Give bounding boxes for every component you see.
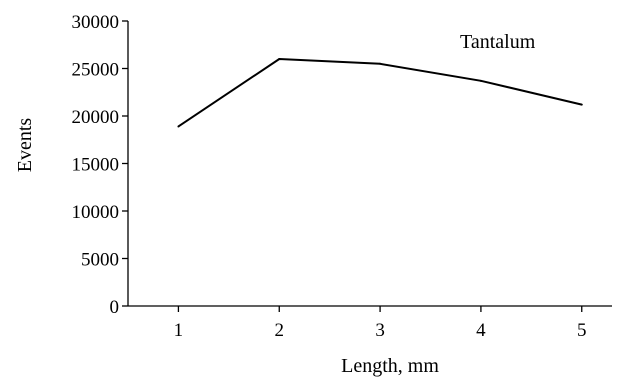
x-tick-label: 4 [476,320,486,341]
x-tick-label: 2 [275,320,285,341]
data-point [278,58,281,60]
x-axis-label: Length, mm [341,355,439,377]
y-tick-label: 0 [110,297,120,318]
data-point [379,62,382,65]
x-tick-label: 3 [375,320,385,341]
x-tick-label: 1 [174,320,184,341]
y-tick-label: 10000 [72,202,120,223]
y-tick-label: 30000 [72,12,120,33]
annotation-label: Tantalum [460,31,536,53]
data-point [177,125,180,128]
data-point [479,79,482,82]
y-axis-label: Events [14,118,36,173]
y-ticks: 0 5000 10000 15000 20000 25000 30000 [72,12,128,318]
series [177,58,583,128]
x-tick-label: 5 [577,320,587,341]
series-line [177,58,583,128]
y-tick-label: 25000 [72,60,120,81]
y-tick-label: 20000 [72,107,120,128]
y-tick-label: 5000 [81,250,119,271]
data-point [580,103,583,106]
x-ticks: 1 2 3 4 5 [174,306,587,341]
y-tick-label: 15000 [72,155,120,176]
